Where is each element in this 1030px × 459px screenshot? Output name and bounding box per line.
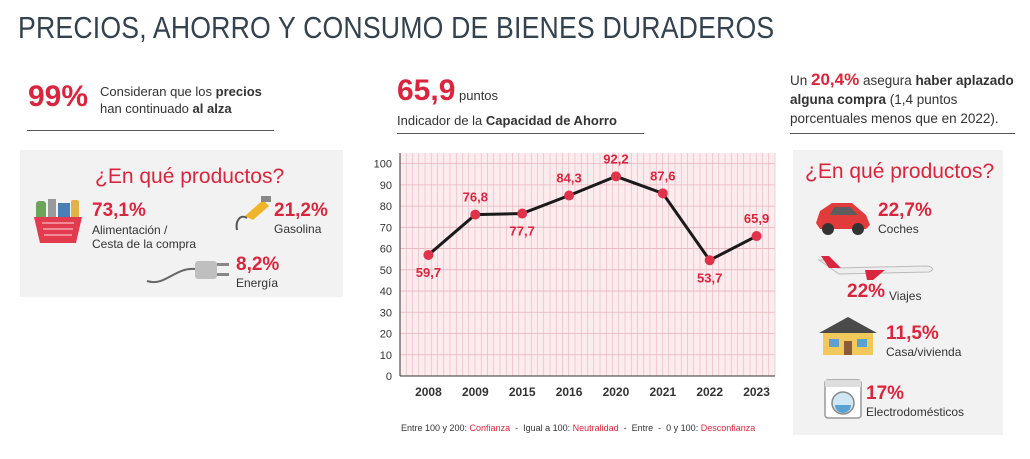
left-panel-title: ¿En qué productos? <box>95 165 285 188</box>
house-icon <box>819 317 877 355</box>
postponed-text-f: porcentuales menos que en 2022). <box>790 111 999 126</box>
divider <box>397 133 644 134</box>
electric-plug-icon <box>146 261 229 284</box>
data-point <box>423 249 434 260</box>
data-label: 77,7 <box>510 224 535 239</box>
y-tick-label: 60 <box>380 244 392 256</box>
postponed-value: 20,4% <box>811 70 860 89</box>
postponed-text-a: Un <box>790 73 812 88</box>
y-tick-label: 30 <box>380 307 392 319</box>
savings-stat-unit: puntos <box>455 88 499 103</box>
data-label: 59,7 <box>416 265 441 280</box>
savings-stat-value: 65,9 <box>397 74 456 107</box>
x-tick-label: 2022 <box>696 385 723 399</box>
divider <box>27 130 274 131</box>
y-tick-label: 100 <box>374 159 392 171</box>
page-title: PRECIOS, AHORRO Y CONSUMO DE BIENES DURA… <box>18 10 775 45</box>
data-point <box>704 255 715 266</box>
x-tick-label: 2008 <box>415 385 442 399</box>
right-item-1-pct: 22% <box>847 281 886 302</box>
prices-stat-text: Consideran que los precios han continuad… <box>100 83 290 117</box>
left-item-1-pct: 21,2% <box>274 200 328 221</box>
postponed-stat: Un 20,4% asegura haber aplazado alguna c… <box>790 70 1015 128</box>
left-item-0-pct: 73,1% <box>92 200 146 221</box>
y-tick-label: 10 <box>380 350 392 362</box>
footnote-confianza: Confianza <box>469 423 511 433</box>
prices-text-c: han continuado <box>100 101 193 116</box>
prices-text-d: al alza <box>192 101 232 116</box>
x-tick-label: 2016 <box>556 385 583 399</box>
x-tick-label: 2023 <box>743 385 770 399</box>
y-tick-label: 20 <box>380 329 392 341</box>
right-item-1-label: Viajes <box>889 289 922 303</box>
data-point <box>610 171 621 182</box>
right-item-2-pct: 11,5% <box>886 323 939 344</box>
savings-stat: 65,9 puntos <box>397 74 498 108</box>
postponed-text-d: alguna compra <box>790 92 887 107</box>
data-label: 87,6 <box>650 168 675 183</box>
postponed-text-c: haber aplazado <box>915 73 1014 88</box>
divider <box>790 133 1015 134</box>
right-item-0-pct: 22,7% <box>878 200 932 221</box>
fuel-nozzle-icon <box>235 196 271 231</box>
chart-footnote: Entre 100 y 200: Confianza - Igual a 100… <box>401 423 777 433</box>
x-tick-label: 2021 <box>649 385 676 399</box>
data-point <box>517 208 528 219</box>
savings-text-b: Capacidad de Ahorro <box>485 113 617 128</box>
y-tick-label: 40 <box>380 286 392 298</box>
y-tick-label: 50 <box>380 265 392 277</box>
prices-text-b: precios <box>215 84 262 99</box>
data-label: 65,9 <box>744 211 769 226</box>
postponed-text-b: asegura <box>859 73 916 88</box>
data-label: 76,8 <box>463 190 488 205</box>
right-item-2-label: Casa/vivienda <box>886 345 962 359</box>
data-label: 92,2 <box>603 151 628 166</box>
series-line <box>427 174 758 263</box>
right-panel-title: ¿En qué productos? <box>805 160 995 183</box>
shopping-basket-icon <box>34 199 82 243</box>
data-label: 84,3 <box>556 170 581 185</box>
data-point <box>564 190 575 201</box>
x-tick-label: 2020 <box>603 385 630 399</box>
footnote-neutralidad: Neutralidad <box>572 423 619 433</box>
right-item-3-label: Electrodomésticos <box>866 405 965 419</box>
washing-machine-icon <box>824 379 862 419</box>
y-tick-label: 70 <box>380 222 392 234</box>
left-item-0-label2: Cesta de la compra <box>92 237 197 251</box>
footnote-c: - Igual a 100: <box>510 423 573 433</box>
prices-text-a: Consideran que los <box>100 84 216 99</box>
left-item-2-label: Energía <box>236 276 279 290</box>
x-tick-label: 2015 <box>509 385 536 399</box>
left-item-0-label1: Alimentación / <box>92 223 168 237</box>
footnote-e: - Entre - 0 y 100: <box>618 423 701 433</box>
x-tick-label: 2009 <box>462 385 489 399</box>
data-point <box>470 209 481 220</box>
savings-stat-text: Indicador de la Capacidad de Ahorro <box>397 112 617 129</box>
savings-capacity-line-chart: 0 10 20 30 40 50 60 70 80 90 100 2008 2009 2015 2016 20… <box>374 151 776 399</box>
airplane-icon <box>817 256 933 280</box>
data-label: 53,7 <box>697 270 722 285</box>
y-tick-label: 90 <box>380 180 392 192</box>
right-item-0-label: Coches <box>878 222 919 236</box>
footnote-a: Entre 100 y 200: <box>401 423 470 433</box>
y-tick-label: 0 <box>386 371 392 383</box>
left-item-1-label: Gasolina <box>274 222 322 236</box>
footnote-desconfianza: Desconfianza <box>700 423 756 433</box>
savings-text-a: Indicador de la <box>397 113 486 128</box>
y-tick-label: 80 <box>380 201 392 213</box>
left-item-0-label: Alimentación / Cesta de la compra <box>92 223 196 251</box>
prices-stat-value: 99% <box>28 80 89 113</box>
postponed-text-e: (1,4 puntos <box>886 92 958 107</box>
left-item-2-pct: 8,2% <box>236 254 280 275</box>
car-icon <box>816 203 870 235</box>
data-point <box>657 188 668 199</box>
right-item-3-pct: 17% <box>866 383 905 404</box>
data-point <box>751 231 762 242</box>
